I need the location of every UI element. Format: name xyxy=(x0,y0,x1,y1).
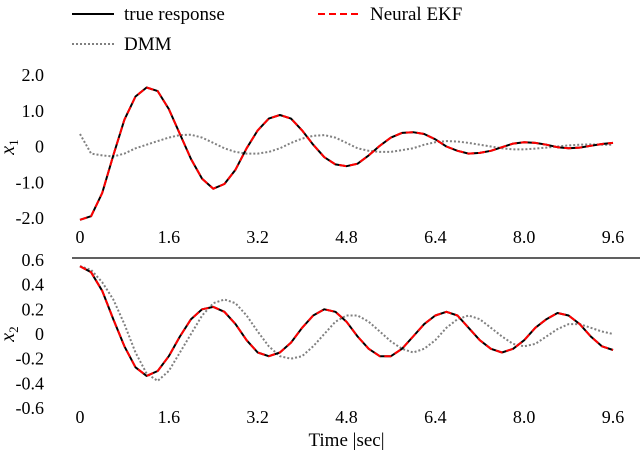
x-tick-label: 6.4 xyxy=(424,227,447,247)
series-line-true-response xyxy=(79,86,614,221)
series-line-neural-ekf xyxy=(79,86,614,221)
x-tick-label: 1.6 xyxy=(158,407,181,427)
legend-label: true response xyxy=(124,4,225,25)
y-tick-label: 0 xyxy=(35,324,44,344)
x-tick-label: 8.0 xyxy=(513,407,536,427)
x-axis-label: Time |sec| xyxy=(308,430,384,451)
y-tick-label: -0.6 xyxy=(16,398,45,418)
y-tick-label: 0.6 xyxy=(22,250,45,270)
y-tick-label: -0.4 xyxy=(16,373,45,393)
x-tick-label: 4.8 xyxy=(335,407,358,427)
y-tick-label: 0.4 xyxy=(22,275,45,295)
x-tick-label: 9.6 xyxy=(602,227,625,247)
y-axis-label: x1 xyxy=(0,139,21,155)
panel-x2: 0.6 0.4 0.2 0 -0.2 -0.4 -0.6 0 1.6 3.2 4.8 6.4 8.0 9.… xyxy=(0,250,624,451)
x-tick-label: 0 xyxy=(76,227,85,247)
x-tick-label: 1.6 xyxy=(158,227,181,247)
y-tick-label: 1.0 xyxy=(22,101,45,121)
y-tick-label: -0.2 xyxy=(16,349,45,369)
legend-label: Neural EKF xyxy=(370,4,462,25)
x-tick-label: 3.2 xyxy=(246,407,269,427)
series-line-neural-ekf xyxy=(79,265,614,377)
y-tick-label: -2.0 xyxy=(16,208,45,228)
x-tick-label: 3.2 xyxy=(246,227,269,247)
x-tick-label: 8.0 xyxy=(513,227,536,247)
y-axis-label: x2 xyxy=(0,326,21,342)
legend-label: DMM xyxy=(124,34,172,55)
series-line-dmm xyxy=(79,133,613,158)
x-tick-label: 4.8 xyxy=(335,227,358,247)
panel-x1: 2.0 1.0 0 -1.0 -2.0 0 1.6 3.2 4.8 6.4 8.0 9.6 x1 xyxy=(0,65,624,247)
y-tick-label: -1.0 xyxy=(16,172,45,192)
x-tick-label: 6.4 xyxy=(424,407,447,427)
y-tick-label: 2.0 xyxy=(22,65,45,85)
x-tick-label: 0 xyxy=(76,407,85,427)
x-tick-label: 9.6 xyxy=(602,407,625,427)
y-tick-label: 0.2 xyxy=(22,299,45,319)
series-line-dmm xyxy=(79,265,614,382)
y-tick-label: 0 xyxy=(35,137,44,157)
legend: true response Neural EKF DMM xyxy=(72,4,462,55)
